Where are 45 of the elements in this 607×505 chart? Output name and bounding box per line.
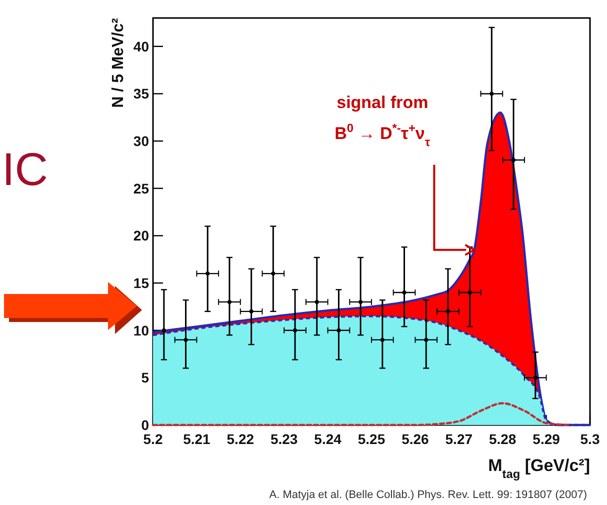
y-tick-label: 35 — [133, 86, 150, 102]
y-axis-title: N / 5 MeV/c² — [110, 18, 127, 108]
annotation: signal from — [336, 92, 428, 112]
point — [490, 92, 494, 96]
point — [184, 338, 188, 342]
x-tick-label: 5.21 — [183, 431, 211, 447]
point — [206, 272, 210, 276]
point — [512, 158, 516, 162]
point — [402, 290, 406, 294]
point — [336, 328, 341, 332]
point — [162, 328, 166, 332]
point — [358, 300, 363, 304]
x-tick-label: 5.2 — [143, 431, 163, 447]
y-tick-label: 5 — [141, 370, 150, 386]
point — [314, 300, 319, 304]
point — [533, 376, 538, 380]
text: A. Matyja et al. (Belle Collab.) Phys. Rev. Lett. 99: 191807 (2007) — [269, 489, 587, 501]
x-tick-label: 5.27 — [445, 431, 473, 447]
point — [227, 300, 232, 304]
point — [271, 272, 276, 276]
point — [446, 309, 450, 314]
x-axis-title: M$_{tag}$ [GeV/c²] — [488, 456, 590, 481]
y-tick-label: 30 — [133, 133, 150, 150]
point — [293, 328, 298, 332]
x-tick-label: 5.24 — [314, 431, 342, 447]
y-tick-label: 20 — [133, 228, 150, 244]
point — [424, 338, 428, 342]
x-tick-label: 5.22 — [226, 431, 254, 447]
line-series — [152, 402, 570, 426]
y-tick-label: 15 — [133, 275, 150, 292]
x-tick-label: 5.28 — [488, 431, 516, 447]
text: IC — [2, 143, 48, 195]
x-tick-label: 5.29 — [532, 431, 560, 447]
x-tick-label: 5.23 — [270, 431, 298, 447]
x-tick-label: 5.25 — [358, 431, 386, 447]
point — [468, 290, 472, 294]
x-tick-label: 5.3 — [580, 431, 600, 447]
point — [380, 338, 384, 342]
y-tick-label: 25 — [133, 180, 150, 196]
y-tick-label: 40 — [133, 38, 150, 54]
point — [249, 309, 254, 314]
x-tick-label: 5.26 — [402, 431, 430, 447]
y-tick-label: 10 — [133, 322, 150, 338]
y-tick-label: 0 — [141, 417, 150, 433]
annotation: B$^{0}$ → D$^{*-}$τ$^{+}$ν$_{τ}$ — [334, 121, 431, 150]
